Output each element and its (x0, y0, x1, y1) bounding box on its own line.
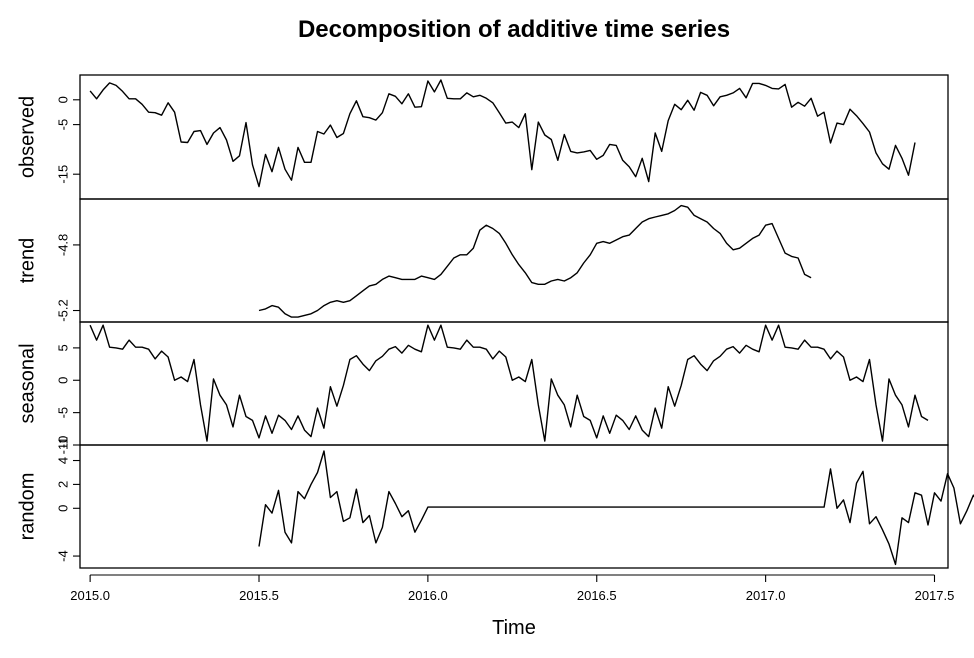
panel-observed: 0 -5 -15 observed (16, 74, 949, 200)
panel-label-random: random (16, 473, 38, 541)
x-tick-label: 2015.0 (70, 588, 110, 603)
panel-frame-seasonal (79, 321, 949, 446)
x-tick-label: 2015.5 (239, 588, 279, 603)
y-tick-label-random-extra: -1 (55, 437, 70, 449)
y-tick-label-observed: -5 (55, 119, 70, 131)
panel-label-seasonal: seasonal (16, 343, 38, 423)
panel-frame-random (79, 444, 949, 569)
panel-label-observed: observed (16, 96, 38, 178)
y-tick-label-trend: -4.8 (55, 234, 70, 256)
y-tick-label-observed: 0 (55, 96, 70, 103)
x-axis-title: Time (492, 617, 536, 639)
panel-random: 4 2 0 -4 -1 random (16, 437, 974, 569)
y-tick-label-observed: -15 (55, 165, 70, 184)
y-tick-label-random: 2 (55, 481, 70, 488)
panel-label-trend: trend (16, 238, 38, 284)
x-tick-label: 2016.5 (577, 588, 617, 603)
series-line-trend (258, 204, 812, 318)
x-tick-label: 2017.0 (746, 588, 786, 603)
y-tick-label-seasonal: -10 (55, 436, 70, 455)
panel-frame-trend (79, 198, 949, 323)
y-tick-label-random: -4 (55, 550, 70, 562)
panels-group: 0-5-15observed-4.8-5.2trend50-5-10season… (16, 74, 974, 569)
panel-frame-observed (79, 74, 949, 200)
panel-seasonal: 5 0 -5 -10 seasonal (16, 321, 949, 455)
panel-trend: -4.8 -5.2 trend (16, 198, 949, 323)
x-tick-label: 2017.5 (915, 588, 955, 603)
y-tick-label-trend: -5.2 (55, 299, 70, 321)
series-line-random (258, 450, 974, 566)
series-line-seasonal (89, 324, 929, 442)
x-axis: 2015.0 2015.5 2016.0 2016.5 2017.0 2017.5 (70, 574, 955, 603)
x-tick-label: 2016.0 (408, 588, 448, 603)
y-tick-label-random: 0 (55, 505, 70, 512)
y-tick-label-seasonal: 0 (55, 377, 70, 384)
y-tick-label-seasonal: -5 (55, 407, 70, 419)
chart-title: Decomposition of additive time series (298, 16, 730, 43)
y-tick-label-seasonal: 5 (55, 344, 70, 351)
y-tick-label-random: 4 (55, 457, 70, 464)
series-line-observed (89, 79, 916, 188)
